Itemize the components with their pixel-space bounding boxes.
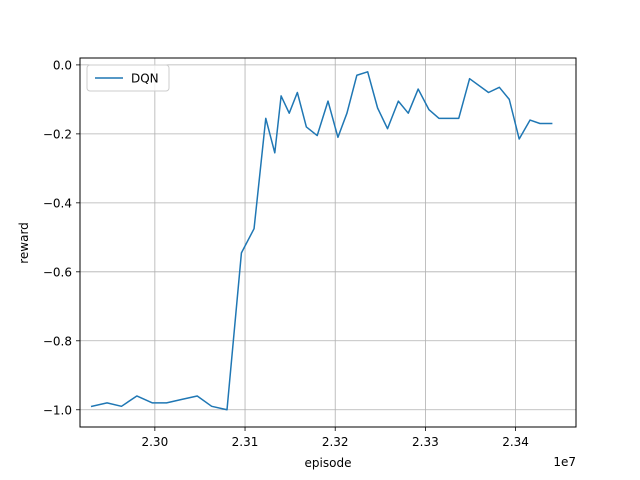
legend-box [86, 64, 170, 92]
y-tick-label: −0.8 [43, 334, 72, 348]
x-tick-label: 2.31 [232, 435, 259, 449]
x-axis: 2.30 2.31 2.32 2.33 2.34 [141, 427, 529, 449]
x-offset-label: 1e7 [553, 455, 576, 469]
legend-label: DQN [131, 72, 159, 86]
plot-frame [79, 57, 577, 428]
x-tick-label: 2.33 [412, 435, 439, 449]
y-tick-label: −0.6 [43, 265, 72, 279]
x-tick-label: 2.32 [322, 435, 349, 449]
legend: DQN [86, 64, 170, 92]
y-tick-label: −1.0 [43, 403, 72, 417]
y-axis-label: reward [17, 222, 31, 264]
x-tick-label: 2.34 [502, 435, 529, 449]
x-tick-label: 2.30 [141, 435, 168, 449]
plot-area [80, 58, 576, 427]
grid [80, 58, 576, 427]
series-line-dqn [90, 71, 553, 411]
series-layer [90, 71, 553, 411]
y-tick-label: −0.2 [43, 127, 72, 141]
y-tick-label: −0.4 [43, 196, 72, 210]
y-tick-label: 0.0 [53, 58, 72, 72]
y-axis: 0.0 −0.2 −0.4 −0.6 −0.8 −1.0 [43, 58, 80, 417]
x-axis-label: episode [305, 456, 352, 470]
